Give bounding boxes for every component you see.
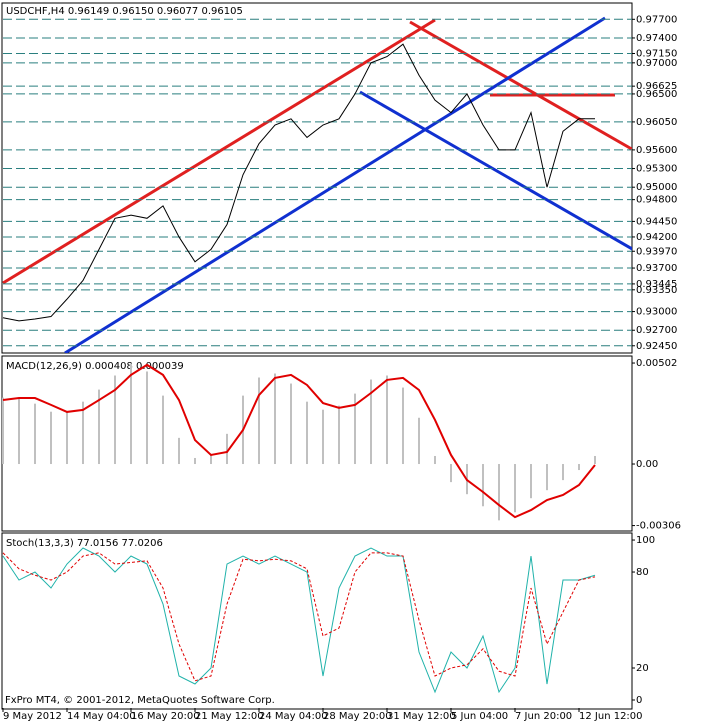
y-tick-label: 0.93700 [636,263,677,274]
trendlines [2,16,632,353]
histogram-bar [434,455,436,465]
histogram-bar [2,397,4,465]
trendline [64,16,606,353]
histogram-bar [322,409,324,465]
histogram-bar [162,395,164,465]
histogram-bar [306,401,308,465]
x-tick-label: 21 May 12:00 [195,711,264,722]
histogram-bar [482,464,484,507]
histogram-bar [146,371,148,465]
histogram-bar [82,401,84,465]
histogram-bar [226,433,228,465]
y-tick-label: 20 [636,663,649,674]
y-tick-label: 0.97150 [636,49,677,60]
y-tick-label: 100 [636,535,655,546]
y-tick-label: 0.94200 [636,232,677,243]
histogram-bar [50,411,52,465]
histogram-bar [562,464,564,481]
histogram-bar [274,373,276,465]
y-tick-label: 0 [636,695,642,706]
histogram-bar [594,455,596,465]
x-tick-label: 7 Jun 20:00 [515,711,572,722]
x-tick-label: 31 May 12:00 [387,711,456,722]
x-tick-label: 28 May 20:00 [323,711,392,722]
y-tick-label: 0.00502 [636,358,677,369]
histogram-bar [114,375,116,465]
y-tick-label: 0.93000 [636,307,677,318]
y-tick-label: 0.94800 [636,195,677,206]
y-tick-label: 0.95000 [636,182,677,193]
histogram-bar [130,363,132,465]
series-line [2,552,596,682]
histogram-bar [498,464,500,521]
panel-frame [1,532,633,710]
histogram-bar [514,464,516,513]
x-tick-label: 9 May 2012 [3,711,62,722]
histogram-bar [370,379,372,465]
y-tick-label: 0.93445 [636,279,677,290]
trendline [2,18,436,285]
histogram-bar [450,464,452,483]
y-tick-label: 0.97400 [636,33,677,44]
panel-title: Stoch(13,3,3) 77.0156 77.0206 [6,538,163,549]
y-tick-label: 0.92450 [636,341,677,352]
panel-frame [1,2,633,354]
histogram-bar [578,464,580,471]
y-tick-label: -0.00306 [636,521,681,532]
histogram-bar [210,453,212,465]
histogram-bar [354,393,356,465]
histogram-bar [194,457,196,465]
panel-title: MACD(12,26,9) 0.000408 0.000039 [6,361,184,372]
series-line [2,43,595,322]
y-tick-label: 0.94450 [636,216,677,227]
y-tick-label: 0.95600 [636,145,677,156]
y-tick-label: 0.00 [636,459,658,470]
histogram-bar [386,375,388,465]
histogram-bar [18,397,20,465]
histogram-bar [290,383,292,465]
histogram-bar [258,377,260,465]
y-tick-label: 80 [636,567,649,578]
histogram-bar [546,464,548,491]
y-tick-label: 0.93970 [636,246,677,257]
trendline [359,90,632,251]
histogram-bar [402,387,404,465]
y-tick-label: 0.96625 [636,81,677,92]
histogram-bar [338,405,340,465]
x-tick-label: 24 May 04:00 [259,711,328,722]
y-tick-label: 0.92700 [636,325,677,336]
series-line [2,547,596,694]
trendline [409,20,632,151]
footer: FxPro MT4, © 2001-2012, MetaQuotes Softw… [5,695,275,706]
x-tick-label: 14 May 04:00 [67,711,136,722]
x-tick-label: 12 Jun 12:00 [579,711,643,722]
y-tick-label: 0.96050 [636,117,677,128]
histogram-bar [34,403,36,465]
histogram-bar [98,389,100,465]
histogram-bar [418,417,420,465]
y-tick-label: 0.93350 [636,285,677,296]
panel-frame [1,355,633,532]
chart-title: USDCHF,H4 0.96149 0.96150 0.96077 0.9610… [6,6,243,17]
histogram-bar [530,464,532,499]
histogram-bar [66,411,68,465]
x-tick-label: 5 Jun 04:00 [451,711,508,722]
y-tick-label: 0.95300 [636,164,677,175]
x-tick-label: 16 May 20:00 [131,711,200,722]
histogram-bar [178,437,180,465]
y-tick-label: 0.97000 [636,58,677,69]
y-tick-label: 0.96500 [636,89,677,100]
y-tick-label: 0.97700 [636,14,677,25]
series-line [2,363,596,519]
